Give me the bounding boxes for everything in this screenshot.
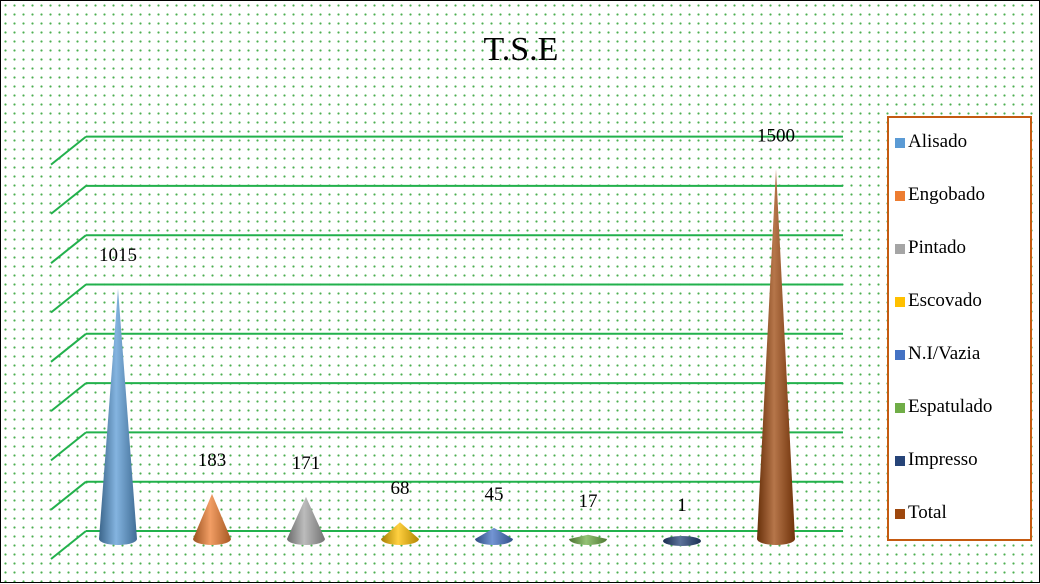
gridline-depth	[50, 431, 87, 462]
cone-bar-alisado	[99, 288, 137, 545]
legend-item: Espatulado	[889, 396, 1030, 449]
legend-swatch	[895, 297, 905, 307]
data-label: 68	[391, 478, 410, 499]
legend-label: Engobado	[908, 184, 986, 205]
cone-bar-impresso	[663, 536, 701, 546]
legend: Alisado Engobado Pintado Escovado N.I/Vazia E…	[887, 116, 1032, 541]
gridline-depth	[50, 283, 87, 314]
cone-bar-espatulado	[569, 534, 607, 545]
chart-title: T.S.E	[483, 31, 559, 68]
gridline-depth	[50, 185, 87, 215]
legend-swatch	[895, 244, 905, 254]
gridlines	[50, 135, 843, 560]
legend-item: N.I/Vazia	[889, 343, 1030, 396]
legend-swatch	[895, 456, 905, 466]
data-label: 183	[198, 450, 227, 471]
legend-item: Impresso	[889, 449, 1030, 502]
gridline-depth	[50, 382, 87, 412]
cone-bar-n-i-vazia	[475, 527, 513, 545]
gridline-depth	[50, 234, 87, 264]
legend-swatch	[895, 191, 905, 201]
legend-item: Escovado	[889, 290, 1030, 343]
legend-label: Pintado	[908, 237, 967, 258]
legend-swatch	[895, 509, 905, 519]
legend-swatch	[895, 350, 905, 360]
gridline-depth	[50, 135, 87, 166]
legend-label: Total	[908, 502, 947, 523]
cone-bar-total	[757, 169, 795, 545]
gridline-depth	[50, 480, 87, 511]
legend-label: Escovado	[908, 290, 982, 311]
cone-bars	[99, 169, 795, 546]
legend-label: N.I/Vazia	[908, 343, 981, 364]
data-label: 45	[485, 484, 504, 505]
legend-label: Impresso	[908, 449, 978, 470]
legend-item: Pintado	[889, 237, 1030, 290]
legend-label: Alisado	[908, 131, 968, 152]
legend-label: Espatulado	[908, 396, 993, 417]
data-label: 171	[292, 453, 321, 474]
legend-item: Alisado	[889, 131, 1030, 184]
gridline-depth	[50, 530, 87, 560]
legend-item: Engobado	[889, 184, 1030, 237]
data-label: 1500	[757, 125, 795, 146]
data-label: 1	[677, 495, 687, 516]
cone-bar-pintado	[287, 496, 325, 545]
data-label: 17	[579, 491, 598, 512]
legend-item: Total	[889, 502, 1030, 555]
gridline-depth	[50, 333, 87, 363]
data-label: 1015	[99, 245, 137, 266]
legend-swatch	[895, 138, 905, 148]
cone-bar-escovado	[381, 522, 419, 545]
cone-bar-engobado	[193, 493, 231, 545]
legend-swatch	[895, 403, 905, 413]
